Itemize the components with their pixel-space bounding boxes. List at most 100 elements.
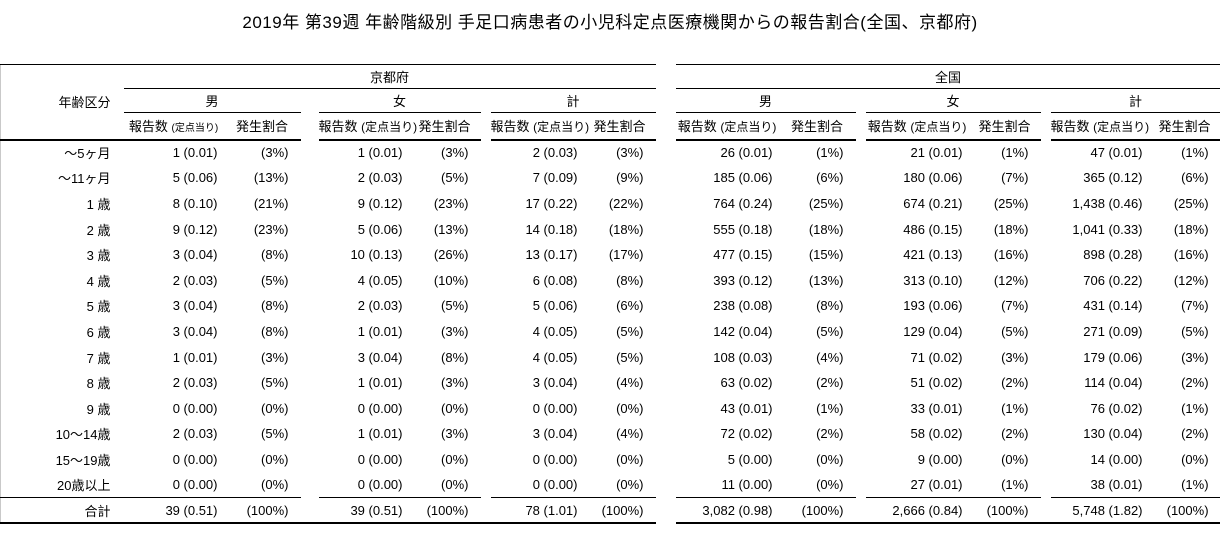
- section-gap: [656, 293, 676, 319]
- section-gap: [656, 344, 676, 370]
- count-cell: 393 (0.12): [713, 272, 773, 288]
- count-cell: 7 (0.09): [532, 170, 578, 186]
- column-gap: [1041, 242, 1051, 268]
- column-gap: [1040, 497, 1051, 524]
- gender-header-national-female: 女: [865, 88, 1041, 113]
- section-gap: [656, 447, 676, 473]
- count-cell: 27 (0.01): [910, 477, 963, 493]
- count-cell: 2 (0.03): [357, 298, 403, 314]
- count-cell: 185 (0.06): [713, 170, 773, 186]
- percent-cell: (0%): [1181, 451, 1209, 467]
- percent-cell: (2%): [1001, 426, 1029, 442]
- percent-cell: (1%): [1181, 145, 1209, 161]
- table-row: ～11ヶ月 5 (0.06) (13%) 2 (0.03) (5%) 7 (0.09) (9…: [1, 165, 1220, 191]
- table-row: 8 歳 2 (0.03) (5%) 1 (0.01) (3%) 3 (0.04) (4%) 6…: [1, 370, 1220, 396]
- age-label: 合計: [0, 497, 124, 524]
- column-gap: [1041, 140, 1051, 166]
- percent-cell: (16%): [1173, 247, 1209, 263]
- percent-cell: (0%): [441, 451, 469, 467]
- column-gap: [856, 216, 866, 242]
- count-cell: 180 (0.06): [903, 170, 963, 186]
- count-cell: 6 (0.08): [532, 272, 578, 288]
- count-cell: 2 (0.03): [172, 375, 218, 391]
- count-cell: 129 (0.04): [903, 323, 963, 339]
- percent-cell: (1%): [1001, 400, 1029, 416]
- count-cell: 1 (0.01): [357, 375, 403, 391]
- column-gap: [301, 370, 319, 396]
- count-subheader: 報告数 (定点当り): [865, 112, 969, 141]
- count-cell: 4 (0.05): [357, 272, 403, 288]
- percent-cell: (5%): [441, 298, 469, 314]
- percent-cell: (100%): [223, 497, 301, 524]
- gender-header-kyoto-female: 女: [318, 88, 481, 113]
- percent-cell: (100%): [778, 497, 856, 524]
- percent-cell: (6%): [1181, 170, 1209, 186]
- percent-cell: (1%): [1001, 477, 1029, 493]
- count-cell: 5,748 (1.82): [1050, 497, 1149, 524]
- percent-cell: (10%): [433, 272, 469, 288]
- percent-cell: (3%): [261, 349, 289, 365]
- count-cell: 5 (0.06): [357, 221, 403, 237]
- column-gap: [301, 113, 319, 140]
- count-cell: 43 (0.01): [720, 400, 773, 416]
- count-cell: 0 (0.00): [172, 477, 218, 493]
- column-gap: [301, 242, 319, 268]
- count-cell: 4 (0.05): [532, 323, 578, 339]
- count-cell: 14 (0.18): [525, 221, 578, 237]
- column-gap: [856, 319, 866, 345]
- count-cell: 8 (0.10): [172, 195, 218, 211]
- table-row: 15～19歳 0 (0.00) (0%) 0 (0.00) (0%) 0 (0.00) (0…: [1, 447, 1220, 473]
- age-label: 3 歳: [86, 248, 111, 264]
- percent-cell: (100%): [583, 497, 656, 524]
- count-cell: 0 (0.00): [357, 477, 403, 493]
- percent-cell: (100%): [1148, 497, 1220, 524]
- section-gap: [656, 216, 676, 242]
- percent-cell: (7%): [1181, 298, 1209, 314]
- percent-cell: (9%): [616, 170, 644, 186]
- percent-cell: (26%): [433, 247, 469, 263]
- column-gap: [301, 293, 319, 319]
- percent-cell: (1%): [1181, 477, 1209, 493]
- age-label: 10～14歳: [55, 427, 111, 443]
- percent-cell: (3%): [441, 323, 469, 339]
- column-gap: [1041, 370, 1051, 396]
- column-gap: [301, 216, 319, 242]
- count-subheader: 報告数 (定点当り): [490, 112, 589, 141]
- percent-cell: (13%): [808, 272, 844, 288]
- percent-cell: (5%): [1001, 323, 1029, 339]
- ratio-subheader: 発生割合: [408, 112, 481, 141]
- count-cell: 10 (0.13): [350, 247, 403, 263]
- column-gap: [301, 421, 319, 447]
- count-cell: 1 (0.01): [357, 323, 403, 339]
- count-cell: 238 (0.08): [713, 298, 773, 314]
- gender-header-national-male: 男: [675, 88, 856, 113]
- percent-cell: (5%): [261, 426, 289, 442]
- section-gap: [656, 370, 676, 396]
- column-gap: [856, 140, 866, 166]
- percent-cell: (12%): [993, 272, 1029, 288]
- column-gap: [1041, 395, 1051, 421]
- count-cell: 5 (0.06): [532, 298, 578, 314]
- percent-cell: (0%): [441, 400, 469, 416]
- percent-cell: (2%): [816, 375, 844, 391]
- percent-cell: (25%): [993, 195, 1029, 211]
- percent-cell: (25%): [1173, 195, 1209, 211]
- section-gap: [656, 498, 676, 523]
- count-cell: 2 (0.03): [172, 272, 218, 288]
- column-gap: [481, 89, 491, 113]
- column-gap: [481, 165, 491, 191]
- count-cell: 0 (0.00): [357, 451, 403, 467]
- region-header-row: 年齢区分 京都府 全国: [0, 64, 1220, 141]
- count-cell: 486 (0.15): [903, 221, 963, 237]
- column-gap: [1041, 89, 1051, 113]
- column-gap: [1041, 293, 1051, 319]
- count-cell: 26 (0.01): [720, 145, 773, 161]
- count-cell: 1,041 (0.33): [1072, 221, 1143, 237]
- count-cell: 142 (0.04): [713, 323, 773, 339]
- column-gap: [481, 242, 491, 268]
- percent-cell: (3%): [1001, 349, 1029, 365]
- percent-cell: (0%): [616, 477, 644, 493]
- count-cell: 21 (0.01): [910, 145, 963, 161]
- section-gap: [656, 242, 676, 268]
- age-label: ～11ヶ月: [58, 171, 111, 187]
